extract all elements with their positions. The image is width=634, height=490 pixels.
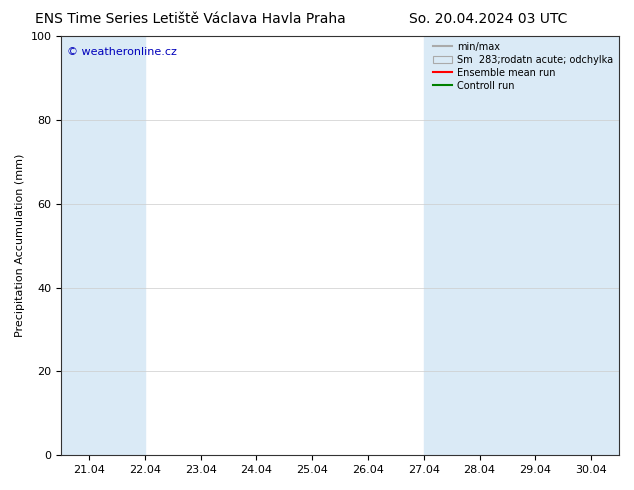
Bar — [117, 36, 145, 455]
Y-axis label: Precipitation Accumulation (mm): Precipitation Accumulation (mm) — [15, 154, 25, 338]
Text: ENS Time Series Letiště Václava Havla Praha: ENS Time Series Letiště Václava Havla Pr… — [35, 12, 346, 26]
Text: © weatheronline.cz: © weatheronline.cz — [67, 47, 177, 57]
Legend: min/max, Sm  283;rodatn acute; odchylka, Ensemble mean run, Controll run: min/max, Sm 283;rodatn acute; odchylka, … — [429, 38, 617, 95]
Bar — [563, 36, 619, 455]
Bar — [507, 36, 563, 455]
Bar — [61, 36, 117, 455]
Text: So. 20.04.2024 03 UTC: So. 20.04.2024 03 UTC — [409, 12, 567, 26]
Bar — [424, 36, 507, 455]
